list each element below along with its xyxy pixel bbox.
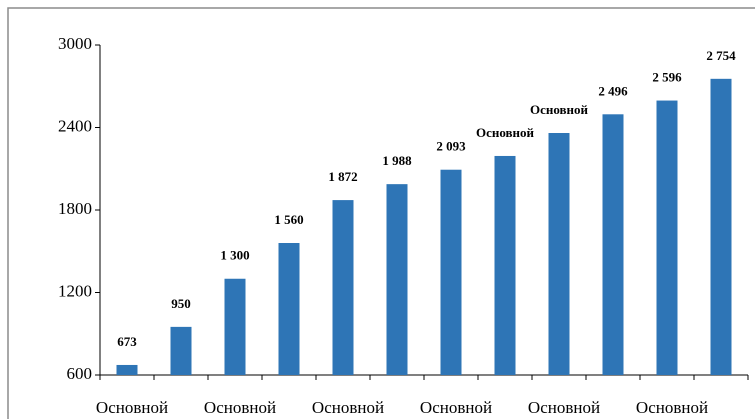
y-tick-label: 1800 — [58, 199, 92, 218]
y-tick-label: 1200 — [58, 281, 92, 300]
x-tick-label: Основной — [96, 398, 168, 417]
bar — [278, 243, 300, 375]
bar — [710, 78, 732, 375]
x-tick-label: Основной — [312, 398, 384, 417]
y-tick-label: 3000 — [58, 34, 92, 53]
chart-frame — [7, 7, 755, 419]
bar — [440, 169, 462, 375]
value-label: 1 300 — [220, 248, 249, 263]
bar — [656, 100, 678, 376]
bar — [548, 133, 570, 375]
bar — [332, 200, 354, 375]
value-label: 950 — [171, 296, 191, 311]
bar — [602, 114, 624, 376]
value-label: 2 093 — [436, 139, 466, 154]
x-tick-label: Основной — [420, 398, 492, 417]
bar — [224, 278, 246, 375]
x-tick-label: Основной — [636, 398, 708, 417]
value-label: 2 496 — [598, 83, 628, 98]
value-label: 1 988 — [382, 153, 412, 168]
bar — [386, 184, 408, 375]
value-label: 2 596 — [652, 70, 682, 85]
value-label: Основной — [476, 125, 535, 140]
bar — [170, 326, 192, 375]
value-label: 673 — [117, 334, 137, 349]
value-label: 1 872 — [328, 169, 357, 184]
value-label: 2 754 — [706, 48, 736, 63]
y-tick-label: 600 — [67, 364, 93, 383]
y-tick-label: 2400 — [58, 116, 92, 135]
bar — [494, 155, 516, 375]
x-tick-label: Основной — [528, 398, 600, 417]
x-tick-label: Основной — [204, 398, 276, 417]
value-label: Основной — [530, 102, 589, 117]
bar — [116, 364, 138, 375]
value-label: 1 560 — [274, 212, 303, 227]
